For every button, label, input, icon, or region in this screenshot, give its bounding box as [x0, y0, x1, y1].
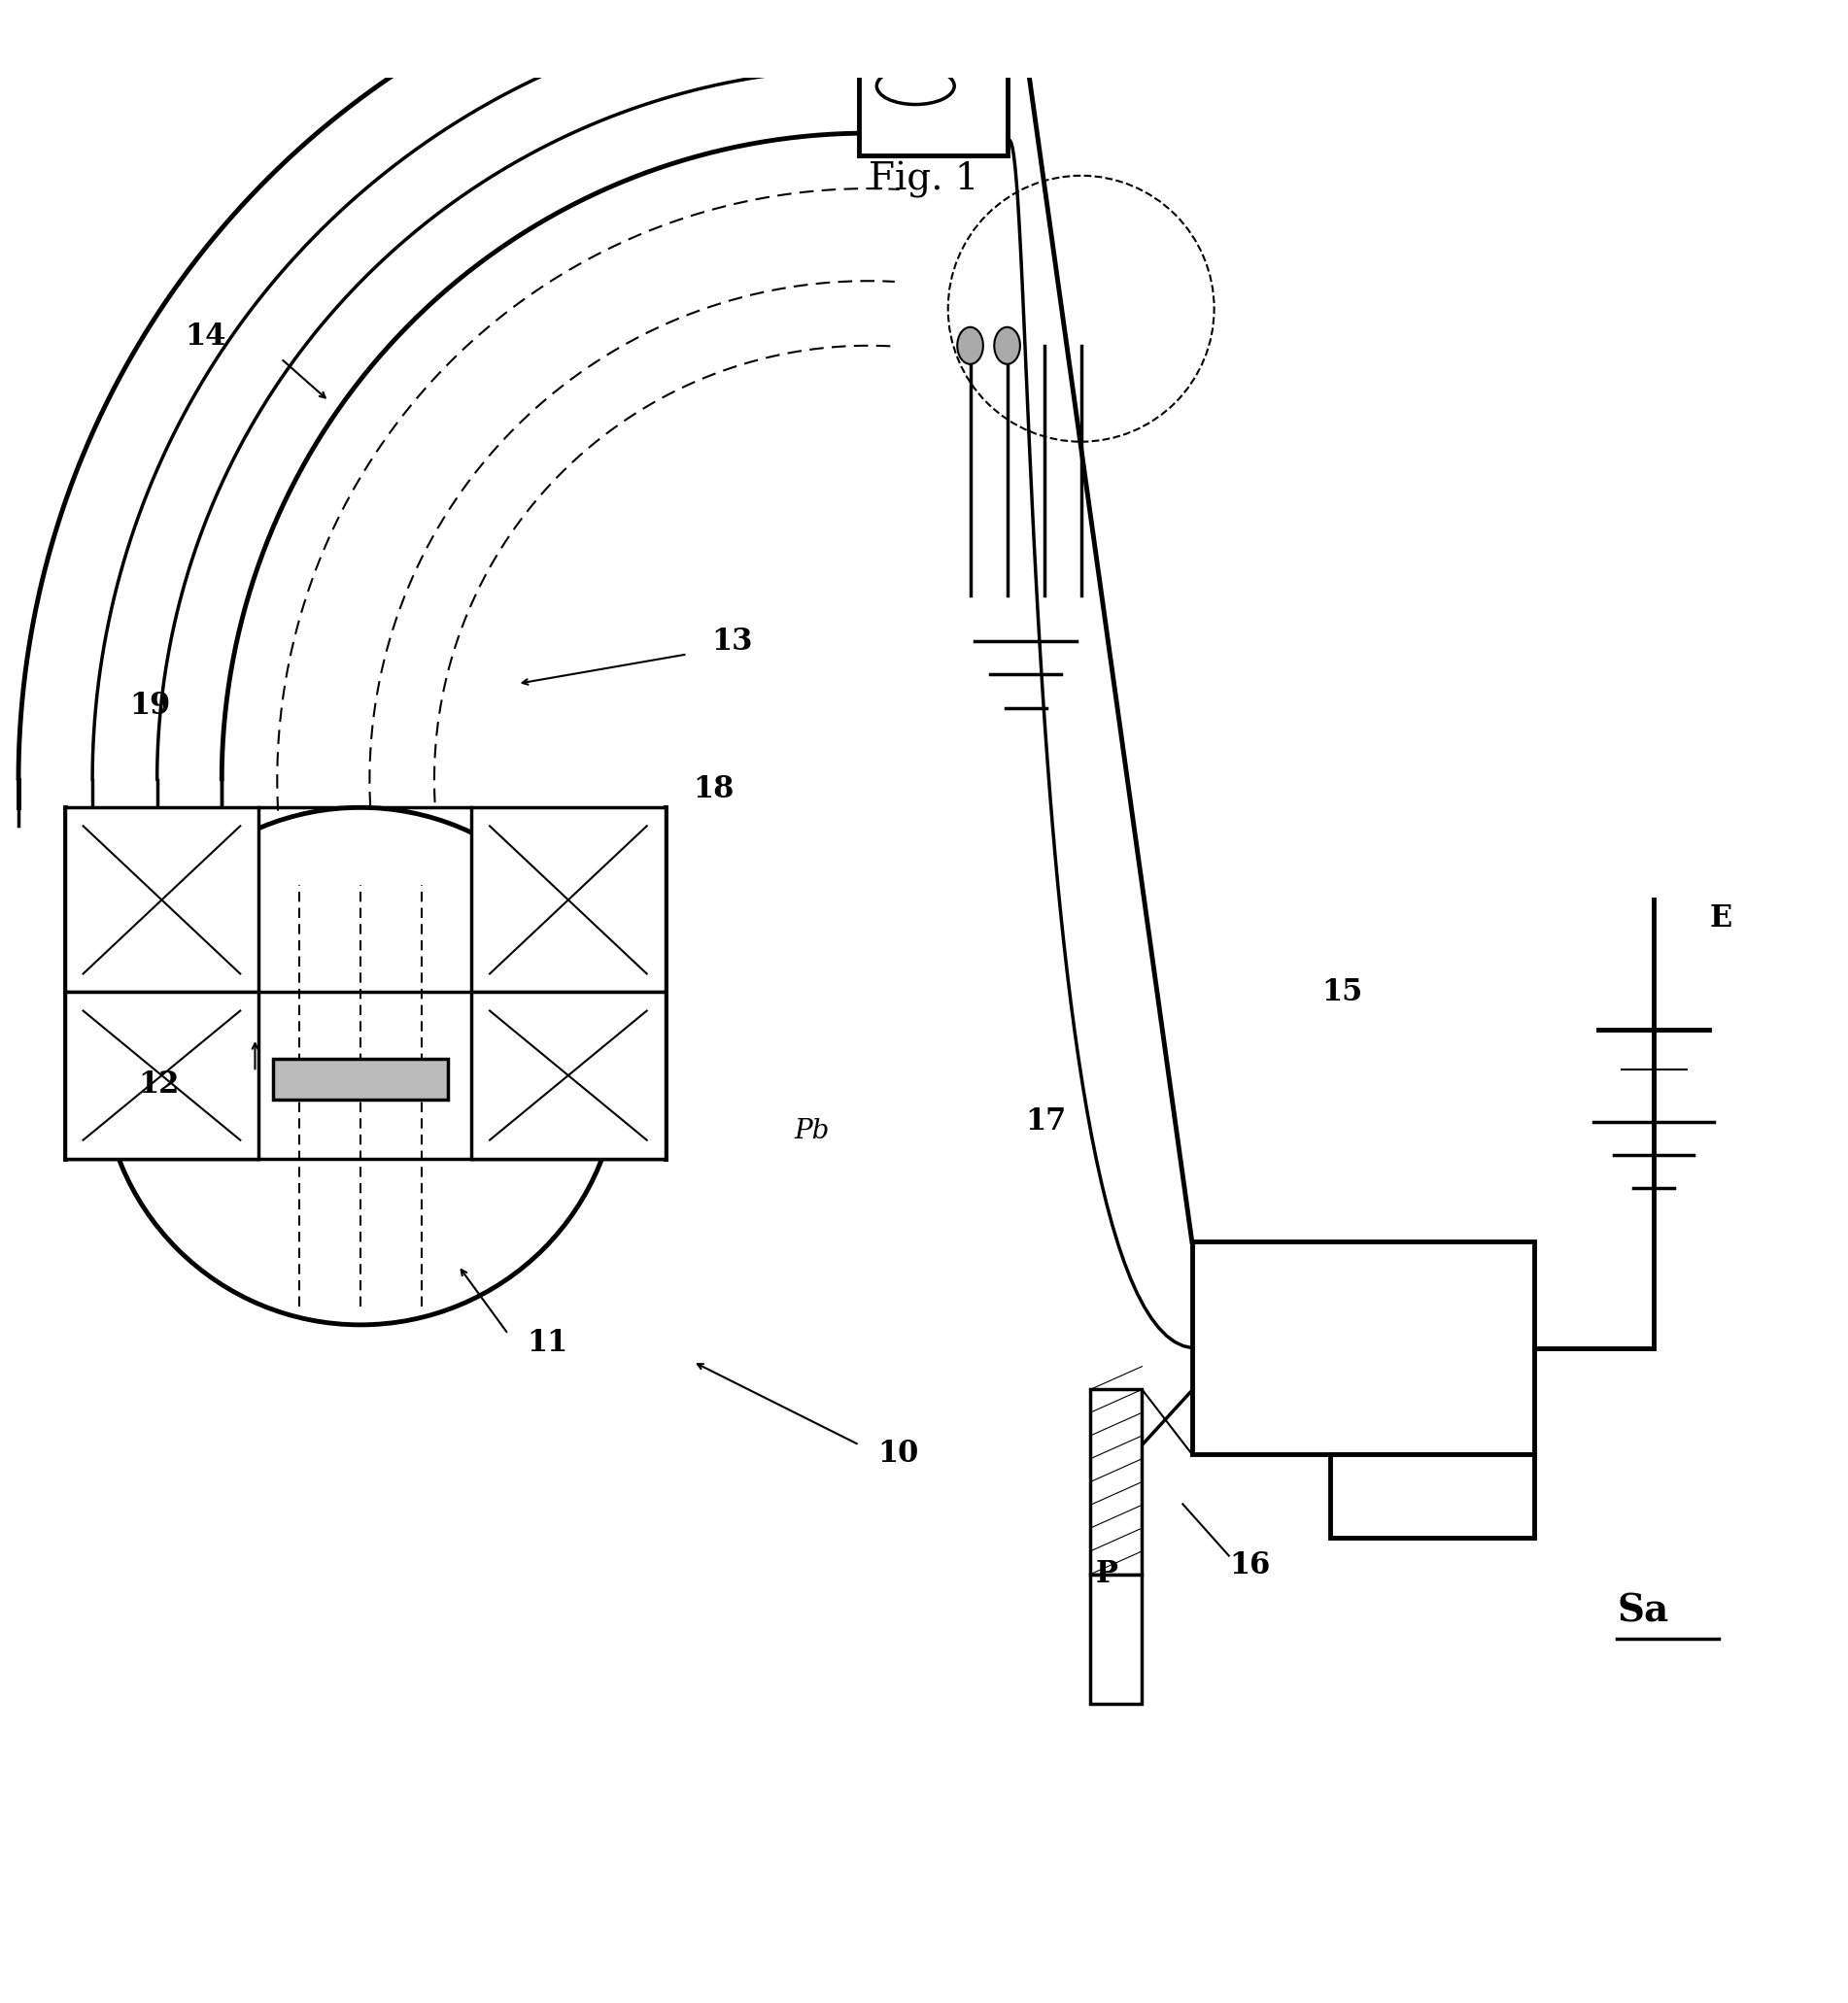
Bar [65, 991, 259, 1158]
Text: Pb: Pb [795, 1118, 830, 1144]
Text: E: E [1709, 903, 1732, 933]
Bar [1192, 1242, 1534, 1454]
Ellipse shape [994, 326, 1020, 365]
Bar [1090, 1390, 1142, 1574]
Text: 16: 16 [1229, 1550, 1270, 1580]
Ellipse shape [957, 326, 983, 365]
Bar [471, 807, 665, 991]
Bar [471, 991, 665, 1158]
Text: 15: 15 [1321, 977, 1362, 1008]
Bar [1090, 1574, 1142, 1705]
Text: 11: 11 [527, 1328, 567, 1358]
Text: P: P [1096, 1558, 1118, 1588]
Text: 12: 12 [139, 1070, 179, 1100]
Text: 19: 19 [129, 691, 170, 721]
Text: 13: 13 [711, 627, 752, 657]
Bar [1331, 1454, 1534, 1536]
Text: Fig. 1: Fig. 1 [869, 160, 979, 198]
Text: 17: 17 [1026, 1106, 1066, 1136]
Bar [859, 0, 1007, 156]
Text: 14: 14 [185, 320, 225, 351]
Bar [274, 1060, 447, 1100]
Text: 18: 18 [693, 773, 734, 803]
Text: 10: 10 [878, 1438, 918, 1470]
Bar [65, 807, 259, 991]
Text: Sa: Sa [1617, 1592, 1669, 1630]
Ellipse shape [876, 68, 954, 104]
